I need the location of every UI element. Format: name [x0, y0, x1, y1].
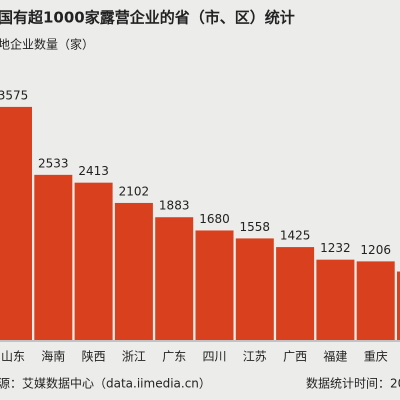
bar — [74, 182, 113, 340]
x-tick-label: 海南 — [41, 349, 65, 364]
value-label: 1680 — [199, 212, 230, 226]
value-label: 1558 — [240, 220, 271, 234]
value-label: 3575 — [0, 88, 28, 102]
x-tick-label: 广西 — [283, 350, 307, 364]
value-label: 1883 — [159, 199, 190, 213]
value-label: 1206 — [360, 243, 391, 257]
bar — [276, 247, 315, 340]
chart-title: 国有超1000家露营企业的省（市、区）统计 — [0, 9, 295, 27]
bar — [316, 259, 355, 340]
value-label: 1232 — [320, 241, 351, 255]
bar — [34, 174, 73, 340]
x-tick-label: 山东 — [1, 350, 25, 364]
x-tick-label: 浙江 — [122, 350, 146, 364]
source: 源：艾媒数据中心（data.iimedia.cn） — [0, 376, 211, 391]
value-label: 2533 — [38, 156, 69, 170]
x-tick-label: 福建 — [323, 349, 347, 364]
bar — [0, 106, 32, 340]
bar — [397, 271, 400, 340]
value-label: 1425 — [280, 229, 311, 243]
x-tick-label: 广东 — [162, 350, 186, 364]
x-tick-label: 重庆 — [364, 350, 388, 364]
value-label: 2102 — [119, 184, 150, 198]
x-tick-label: 江苏 — [243, 350, 267, 364]
bar — [195, 230, 234, 340]
bar — [114, 202, 153, 340]
bar — [356, 261, 395, 340]
bar — [235, 238, 274, 340]
chart-subtitle: 地企业数量（家） — [0, 37, 94, 52]
value-label: 2413 — [78, 164, 109, 178]
x-tick-label: 四川 — [202, 350, 226, 364]
note: 数据统计时间：20 — [306, 376, 400, 391]
x-tick-label: 陕西 — [82, 349, 106, 364]
bar — [155, 217, 194, 340]
